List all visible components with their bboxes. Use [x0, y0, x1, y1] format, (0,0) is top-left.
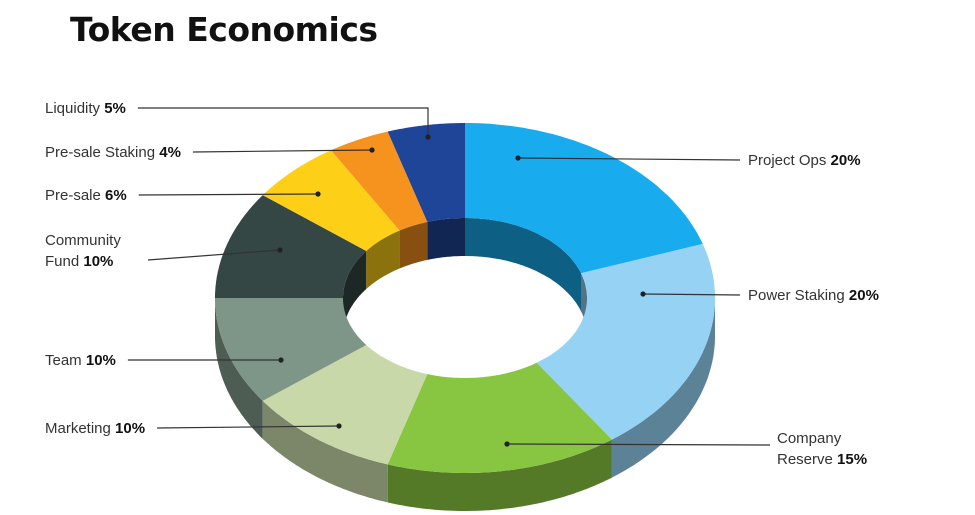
inner-wall-pre-sale-staking [399, 221, 428, 269]
inner-wall-project-ops [465, 218, 581, 312]
label-pre-sale-staking: Pre-sale Staking 4% [45, 144, 181, 161]
slice-liquidity [387, 123, 465, 222]
leader-dot-pre-sale [315, 191, 321, 197]
slice-power-staking [536, 243, 715, 440]
wall-company-reserve [387, 439, 612, 511]
leader-power-staking [642, 293, 741, 296]
label-marketing: Marketing 10% [45, 420, 145, 437]
chart-title: Token Economics [70, 10, 378, 49]
leader-marketing [157, 425, 340, 429]
label-pre-sale: Pre-sale 6% [45, 187, 127, 204]
wall-power-staking [611, 298, 715, 478]
slice-pre-sale-staking [331, 131, 428, 231]
label-team: Team 10% [45, 352, 116, 369]
leader-dot-marketing [336, 423, 342, 429]
label-community-fund: Community Fund 10% [45, 232, 121, 270]
leader-dot-team [278, 357, 284, 363]
leader-project-ops [517, 157, 741, 161]
wall-team [215, 298, 263, 439]
donut-top-faces [215, 123, 715, 473]
label-liquidity: Liquidity 5% [45, 100, 126, 117]
slice-community-fund [215, 195, 367, 298]
slice-marketing [262, 345, 428, 465]
leader-company-reserve [506, 443, 771, 446]
leader-liquidity [137, 107, 429, 137]
slice-team [215, 298, 367, 401]
label-power-staking: Power Staking 20% [748, 287, 879, 304]
inner-wall-community-fund [343, 251, 367, 336]
inner-wall-pre-sale [366, 230, 400, 289]
slice-project-ops [465, 123, 703, 274]
leader-dot-liquidity [425, 134, 431, 140]
leader-dot-community-fund [277, 247, 283, 253]
label-company-reserve: Company Reserve 15% [777, 430, 867, 468]
label-project-ops: Project Ops 20% [748, 152, 861, 169]
leader-dot-power-staking [640, 291, 646, 297]
leader-pre-sale [138, 193, 319, 196]
chart-labels: Project Ops 20% Power Staking 20% Company R… [45, 100, 879, 468]
slice-company-reserve [387, 362, 612, 473]
slice-pre-sale [262, 150, 400, 251]
leader-community-fund [147, 249, 281, 261]
leader-dot-project-ops [515, 155, 521, 161]
leader-dot-pre-sale-staking [369, 147, 375, 153]
leader-dot-company-reserve [504, 441, 510, 447]
inner-wall-liquidity [427, 218, 465, 260]
leader-pre-sale-staking [192, 149, 373, 153]
